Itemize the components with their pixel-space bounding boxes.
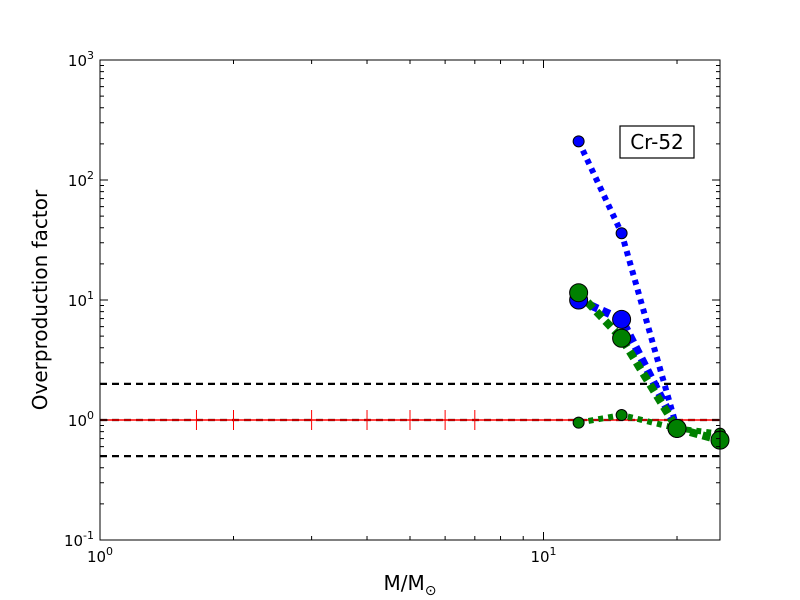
series-line-3 bbox=[575, 289, 722, 444]
series-point-1 bbox=[612, 309, 632, 329]
x-axis-label-sub: ⊙ bbox=[425, 583, 437, 599]
red-tick-marks bbox=[195, 410, 476, 430]
y-tick-label-exponent: 0 bbox=[87, 409, 94, 422]
annotation-box: Cr-52 bbox=[619, 125, 695, 159]
y-tick-label-base: 10 bbox=[64, 532, 83, 550]
y-tick-label-base: 10 bbox=[68, 172, 87, 190]
x-axis-label: M/M⊙ bbox=[384, 571, 437, 599]
series-line-0 bbox=[575, 140, 680, 430]
y-tick-label-exponent: 3 bbox=[87, 49, 94, 62]
series-point-0 bbox=[572, 135, 585, 148]
x-tick-label-base: 10 bbox=[530, 548, 549, 566]
y-axis-label: Overproduction factor bbox=[28, 189, 52, 410]
y-tick-label: 102 bbox=[68, 169, 94, 190]
series-point-3 bbox=[569, 283, 589, 303]
x-tick-label-exponent: 1 bbox=[550, 545, 557, 558]
axis-ticks bbox=[99, 59, 720, 541]
y-tick-label: 101 bbox=[68, 289, 94, 310]
y-tick-label: 100 bbox=[68, 409, 94, 430]
y-tick-label-base: 10 bbox=[68, 412, 87, 430]
annotation-label: Cr-52 bbox=[630, 130, 684, 154]
x-axis-label-main: M/M bbox=[384, 571, 425, 595]
y-tick-label-base: 10 bbox=[68, 292, 87, 310]
x-tick-label: 100 bbox=[87, 545, 113, 566]
y-tick-label-exponent: 2 bbox=[87, 169, 94, 182]
annotation-frame bbox=[619, 125, 695, 159]
x-tick-label-exponent: 0 bbox=[106, 545, 113, 558]
y-tick-label-base: 10 bbox=[68, 52, 87, 70]
x-tick-label: 101 bbox=[530, 545, 556, 566]
series-point-3 bbox=[667, 418, 687, 438]
series-point-2 bbox=[615, 409, 628, 422]
data-series bbox=[569, 135, 730, 450]
series-point-2 bbox=[572, 416, 585, 429]
x-tick-label-base: 10 bbox=[87, 548, 106, 566]
y-tick-label: 10-1 bbox=[64, 529, 94, 550]
series-line-2 bbox=[578, 411, 721, 437]
y-tick-label: 103 bbox=[68, 49, 94, 70]
series-point-3 bbox=[612, 328, 632, 348]
series-point-0 bbox=[615, 227, 628, 240]
y-tick-label-exponent: 1 bbox=[87, 289, 94, 302]
y-tick-label-exponent: -1 bbox=[83, 529, 94, 542]
